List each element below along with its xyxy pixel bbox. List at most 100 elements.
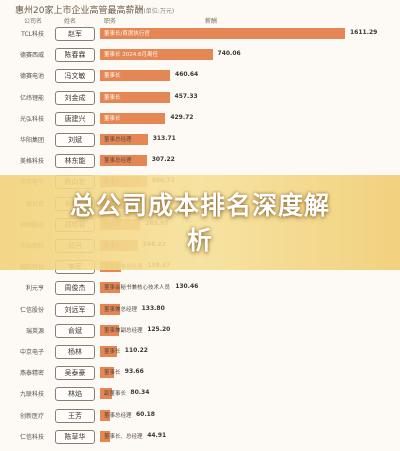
chart-title-text: 惠州20家上市企业高管最高薪酬 <box>15 6 144 16</box>
salary-value-label: 460.64 <box>175 71 199 79</box>
executive-name: 林焰 <box>55 387 95 402</box>
salary-bar <box>100 155 147 167</box>
company-name: 利元亨 <box>25 285 44 293</box>
salary-value-label: 133.80 <box>141 304 165 312</box>
headline-banner <box>0 175 400 270</box>
salary-value-label: 457.33 <box>174 92 198 100</box>
company-name: 光弘科技 <box>19 115 44 123</box>
executive-role: 董事长 <box>104 73 121 80</box>
executive-name: 周俊杰 <box>55 281 95 296</box>
table-row: 仁信股份 刘远军 董事兼总经理 133.80 <box>0 301 400 319</box>
executive-role: 董事长 <box>104 370 121 377</box>
executive-role: 董事兼总经理 <box>104 306 138 313</box>
headline-line-1: 总公司成本排名深度解 <box>69 191 330 220</box>
executive-name: 刘远军 <box>55 302 95 317</box>
company-name: 德赛电池 <box>19 73 44 81</box>
company-name: TCL科技 <box>21 31 44 38</box>
table-row: 亿纬锂能 刘金成 董事长 457.33 <box>0 89 400 107</box>
salary-bar <box>100 28 345 39</box>
executive-name: 陈春霖 <box>55 48 95 63</box>
executive-role: 董事长、总经理 <box>104 433 143 440</box>
executive-name: 刘斌 <box>55 133 95 147</box>
table-row: TCL科技 赵军 董事长/首席执行官 1611.29 <box>0 25 400 43</box>
executive-name: 吴泰豪 <box>55 366 95 381</box>
salary-bar <box>100 367 115 379</box>
company-name: 仁信科技 <box>19 433 44 441</box>
column-header-name: 姓名 <box>64 18 77 25</box>
table-row: 德赛西威 陈春霖 董事长 2024.6月离任 740.06 <box>0 46 400 64</box>
salary-bar <box>100 112 166 124</box>
salary-value-label: 313.71 <box>152 135 176 142</box>
salary-value-label: 307.22 <box>151 156 175 164</box>
salary-value-label: 110.22 <box>124 347 148 354</box>
salary-bar <box>100 324 120 336</box>
table-row: 瑞英源 俞斌 董事兼副总经理 125.20 <box>0 322 400 340</box>
column-header-salary: 薪酬 <box>205 18 218 25</box>
company-name: 燕泰精密 <box>19 370 44 378</box>
salary-bar <box>100 409 110 421</box>
table-row: 仁信科技 陈草华 董事长、总经理 44.91 <box>0 428 400 446</box>
salary-value-label: 740.06 <box>217 50 241 58</box>
salary-value-label: 44.91 <box>147 431 167 439</box>
salary-value-label: 130.46 <box>175 283 199 291</box>
salary-value-label: 60.18 <box>136 410 155 418</box>
executive-name: 俞斌 <box>55 323 95 338</box>
executive-name: 刘金成 <box>55 90 95 105</box>
chart-title: 惠州20家上市企业高管最高薪酬(单位:万元) <box>15 3 174 16</box>
salary-bar <box>100 430 110 442</box>
executive-name: 冯文敏 <box>55 69 95 84</box>
executive-name: 王芳 <box>55 408 95 423</box>
executive-name: 赵军 <box>55 27 95 41</box>
executive-name: 陈草华 <box>55 429 95 444</box>
executive-role: 董事总经理 <box>104 412 132 419</box>
table-row: 利元亨 周俊杰 董事会秘书兼核心技术人员 130.46 <box>0 279 400 297</box>
salary-bar <box>100 282 120 294</box>
column-header-company: 公司名 <box>24 18 43 25</box>
table-row: 创新医疗 王芳 董事总经理 60.18 <box>0 407 400 425</box>
company-name: 华阳集团 <box>19 137 44 144</box>
executive-name: 杨林 <box>55 345 95 359</box>
executive-name: 唐建兴 <box>55 111 95 126</box>
salary-bar <box>100 49 213 61</box>
executive-role: 董事长 <box>104 94 121 101</box>
salary-bar <box>100 388 113 400</box>
company-name: 瑞英源 <box>25 327 44 335</box>
salary-value-label: 125.20 <box>147 325 171 333</box>
executive-role: 董事兼副总经理 <box>104 327 143 334</box>
table-row: 中京电子 杨林 董事长 110.22 <box>0 343 400 361</box>
executive-role: 董事总经理 <box>104 137 132 143</box>
salary-bar <box>100 303 121 315</box>
salary-value-label: 93.66 <box>124 368 144 376</box>
company-name: 德赛西威 <box>19 52 44 60</box>
salary-bar <box>100 134 148 145</box>
salary-bar <box>100 346 117 357</box>
executive-role: 副董事长 <box>104 391 127 398</box>
table-row: 德赛电池 冯文敏 董事长 460.64 <box>0 67 400 85</box>
headline-line-2: 析 <box>186 226 213 255</box>
executive-role: 董事长 <box>104 115 121 122</box>
chart-unit: (单位:万元) <box>143 8 175 15</box>
table-row: 燕泰精密 吴泰豪 董事长 93.66 <box>0 364 400 382</box>
executive-role: 董事长 <box>104 349 121 355</box>
salary-bar <box>100 91 170 103</box>
executive-role: 董事长 2024.6月离任 <box>104 52 158 59</box>
salary-bar <box>100 70 171 82</box>
executive-role: 董事长/首席执行官 <box>104 31 150 37</box>
executive-role: 董事会秘书兼核心技术人员 <box>104 285 171 292</box>
table-row: 九联科技 林焰 副董事长 80.34 <box>0 385 400 403</box>
company-name: 仁信股份 <box>19 306 44 314</box>
salary-value-label: 1611.29 <box>350 29 378 36</box>
company-name: 亿纬锂能 <box>19 94 44 102</box>
table-row: 光弘科技 唐建兴 董事长 429.72 <box>0 110 400 128</box>
table-row: 华阳集团 刘斌 董事总经理 313.71 <box>0 131 400 149</box>
column-header-title: 职务 <box>104 18 117 25</box>
salary-value-label: 80.34 <box>130 389 150 397</box>
company-name: 美格科技 <box>19 158 44 166</box>
company-name: 九联科技 <box>19 391 44 399</box>
executive-role: 董事总经理 <box>104 158 132 165</box>
executive-name: 林东能 <box>55 154 95 169</box>
table-row: 美格科技 林东能 董事总经理 307.22 <box>0 152 400 170</box>
headline-text: 总公司成本排名深度解 析 <box>20 188 380 258</box>
company-name: 中京电子 <box>19 349 44 356</box>
company-name: 创新医疗 <box>19 412 44 420</box>
